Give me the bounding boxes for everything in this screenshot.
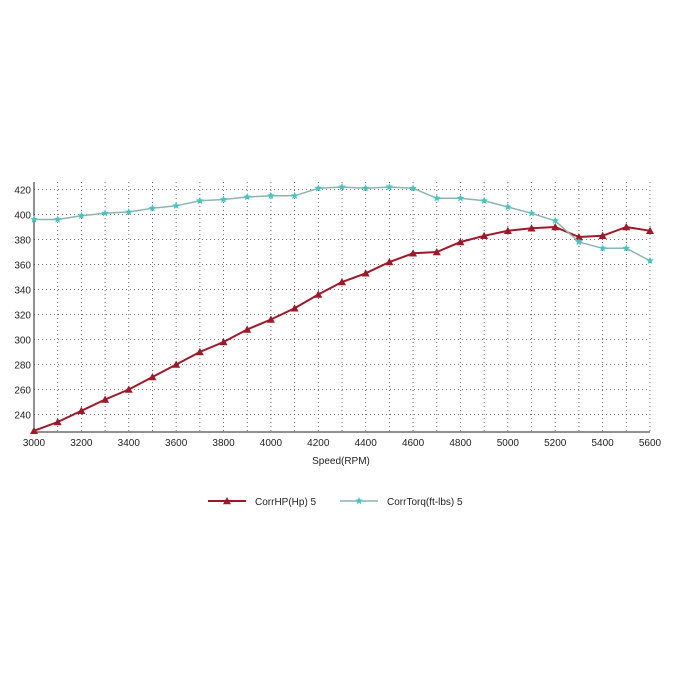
x-tick-label: 5200	[544, 438, 567, 449]
x-tick-label: 5600	[639, 438, 662, 449]
data-point-star	[53, 215, 62, 223]
data-point-triangle	[480, 231, 489, 239]
data-point-star	[243, 193, 252, 201]
legend: CorrHP(Hp) 5 CorrTorq(ft-lbs) 5	[208, 497, 463, 508]
data-point-star	[77, 211, 86, 219]
data-point-triangle	[77, 406, 86, 414]
data-point-triangle	[503, 226, 512, 234]
data-point-triangle	[101, 395, 110, 403]
data-point-triangle	[456, 238, 465, 246]
legend-label: CorrTorq(ft-lbs) 5	[387, 497, 463, 508]
data-point-triangle	[30, 426, 38, 434]
y-tick-label: 280	[14, 361, 31, 372]
data-point-star	[409, 184, 417, 192]
legend-item: CorrTorq(ft-lbs) 5	[340, 497, 463, 508]
x-axis-title: Speed(RPM)	[312, 456, 370, 467]
x-tick-label: 5400	[591, 438, 614, 449]
x-tick-label: 4800	[449, 438, 472, 449]
legend-label: CorrHP(Hp) 5	[255, 497, 317, 508]
data-point-triangle	[432, 248, 441, 256]
data-point-triangle	[598, 231, 607, 239]
axes	[33, 182, 650, 433]
data-point-star	[527, 209, 536, 217]
data-point-triangle	[290, 304, 299, 312]
data-point-triangle	[409, 249, 418, 257]
data-point-star	[385, 183, 394, 191]
data-point-triangle	[243, 325, 252, 333]
series-corrtorq	[30, 183, 654, 264]
x-tick-label: 4400	[355, 438, 378, 449]
y-tick-label: 260	[14, 386, 31, 397]
data-point-triangle	[314, 290, 323, 298]
data-point-triangle	[124, 385, 133, 393]
data-point-star	[361, 184, 370, 192]
data-point-star	[480, 196, 488, 204]
data-point-triangle	[266, 315, 275, 323]
data-point-star	[101, 209, 109, 217]
legend-item: CorrHP(Hp) 5	[208, 497, 317, 508]
data-point-star	[30, 215, 38, 223]
data-point-star	[622, 244, 631, 252]
data-point-triangle	[338, 278, 346, 286]
data-point-star	[504, 203, 512, 211]
data-point-triangle	[53, 418, 62, 426]
data-point-star	[314, 184, 323, 192]
x-tick-label: 4600	[402, 438, 425, 449]
legend-marker-star	[355, 497, 363, 505]
y-tick-label: 240	[14, 411, 31, 422]
y-tick-label: 320	[14, 311, 31, 322]
y-tick-label: 380	[14, 236, 31, 247]
data-point-triangle	[385, 258, 394, 266]
data-point-star	[551, 216, 560, 224]
x-tick-label: 3800	[212, 438, 235, 449]
data-point-triangle	[551, 223, 560, 231]
data-point-triangle	[195, 348, 204, 356]
grid-lines	[34, 182, 651, 432]
y-tick-label: 300	[14, 336, 31, 347]
data-point-triangle	[361, 269, 370, 277]
x-tick-label: 4200	[307, 438, 330, 449]
data-point-star	[172, 201, 180, 209]
x-tick-label: 3600	[165, 438, 188, 449]
data-point-star	[124, 208, 133, 216]
data-point-star	[148, 204, 157, 212]
data-point-star	[196, 196, 204, 204]
data-point-triangle	[622, 223, 631, 231]
data-point-star	[219, 195, 228, 203]
data-point-star	[598, 244, 607, 252]
data-point-triangle	[527, 224, 536, 232]
series-layer	[30, 183, 654, 434]
x-tick-label: 5000	[497, 438, 520, 449]
x-tick-label: 3400	[118, 438, 141, 449]
data-point-triangle	[172, 360, 181, 368]
series-corrhp	[30, 223, 654, 434]
data-point-star	[432, 194, 441, 202]
y-tick-label: 400	[14, 211, 31, 222]
x-tick-label: 3200	[70, 438, 93, 449]
legend-marker-triangle	[223, 497, 231, 505]
data-point-star	[290, 191, 299, 199]
x-tick-labels: 3000 3200 3400 3600 3800 4000 4200 4400 4600 4800…	[23, 438, 662, 449]
y-tick-label: 360	[14, 261, 31, 272]
data-point-triangle	[148, 373, 157, 381]
data-point-star	[575, 238, 583, 246]
x-tick-label: 4000	[260, 438, 283, 449]
data-point-star	[646, 256, 654, 264]
x-tick-label: 3000	[23, 438, 46, 449]
data-point-star	[338, 183, 346, 191]
y-tick-labels: 240 260 280 300 320 340 360 380 400 420	[14, 186, 31, 422]
y-tick-label: 340	[14, 286, 31, 297]
y-tick-label: 420	[14, 186, 31, 197]
data-point-star	[456, 194, 465, 202]
data-point-triangle	[646, 226, 654, 234]
data-point-triangle	[574, 233, 583, 241]
data-point-triangle	[219, 338, 228, 346]
data-point-star	[267, 191, 275, 199]
